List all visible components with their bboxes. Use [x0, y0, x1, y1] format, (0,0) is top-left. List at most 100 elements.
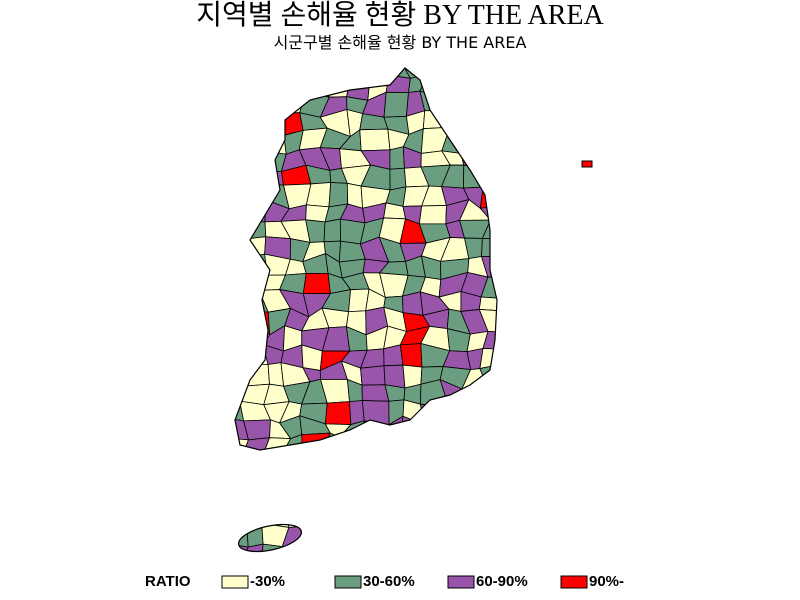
region: [235, 76, 246, 101]
region: [438, 453, 465, 478]
region: [302, 512, 326, 527]
region: [383, 364, 406, 389]
map-title: 지역별 손해율 현황 BY THE AREA: [196, 0, 604, 31]
legend-label: -30%: [250, 573, 285, 590]
region: [344, 68, 371, 80]
region: [322, 453, 348, 480]
region: [307, 68, 327, 82]
region: [242, 507, 270, 528]
region: [259, 110, 286, 136]
region: [387, 508, 410, 533]
region: [235, 507, 248, 528]
region: [479, 473, 497, 498]
region: [429, 454, 442, 478]
region: [323, 470, 350, 494]
region: [302, 273, 331, 295]
region: [487, 93, 497, 120]
region: [399, 343, 423, 368]
region: [235, 437, 250, 461]
region: [481, 115, 497, 131]
region: [461, 68, 491, 83]
region: [235, 399, 245, 422]
region: [420, 403, 450, 426]
region: [479, 488, 497, 514]
region: [259, 131, 287, 155]
legend-title: RATIO: [145, 573, 191, 590]
region: [241, 129, 266, 155]
region: [484, 505, 497, 532]
region: [461, 73, 491, 101]
region: [235, 325, 247, 354]
region: [235, 168, 250, 189]
legend: RATIO -30% 30-60% 60-90% 90%-: [145, 573, 624, 590]
region: [286, 74, 309, 102]
region: [235, 187, 250, 209]
region: [323, 218, 342, 243]
region: [242, 92, 269, 117]
region: [442, 97, 472, 119]
region: [361, 523, 389, 549]
region: [484, 454, 497, 475]
region: [484, 402, 497, 416]
region: [235, 343, 247, 371]
region: [324, 401, 352, 425]
region: [349, 400, 365, 426]
region: [460, 453, 486, 475]
region: [403, 545, 432, 557]
region: [418, 68, 449, 77]
legend-label: 30-60%: [363, 573, 415, 590]
region: [235, 128, 245, 155]
region: [442, 109, 472, 136]
region: [389, 146, 405, 170]
region: [463, 164, 490, 189]
region: [438, 440, 471, 456]
region: [299, 541, 326, 557]
island: [581, 160, 593, 168]
region: [304, 469, 331, 492]
region: [264, 470, 291, 496]
region: [461, 402, 490, 423]
region: [421, 525, 452, 551]
region: [404, 456, 432, 476]
region: [383, 488, 403, 510]
region: [461, 507, 492, 531]
region: [425, 486, 449, 514]
region: [240, 150, 266, 172]
region: [301, 432, 331, 460]
region: [261, 455, 291, 477]
region: [322, 523, 349, 547]
region: [446, 75, 466, 100]
region: [268, 68, 289, 76]
region: [401, 508, 428, 532]
region: [235, 526, 249, 548]
region: [481, 238, 497, 258]
region: [482, 166, 497, 188]
region: [486, 385, 497, 407]
coastline: [234, 67, 498, 553]
region: [482, 330, 497, 350]
region: [324, 68, 352, 76]
region: [384, 384, 406, 402]
region: [383, 344, 404, 367]
legend-swatch: [221, 575, 249, 589]
region: [418, 205, 447, 225]
region: [267, 74, 289, 101]
region: [235, 144, 251, 172]
legend-swatch: [334, 575, 362, 589]
region: [465, 541, 487, 557]
region: [243, 419, 271, 441]
region: [242, 363, 270, 387]
region: [301, 453, 325, 480]
region: [479, 348, 497, 370]
region: [479, 183, 497, 209]
region: [420, 440, 443, 458]
region: [460, 129, 486, 155]
region: [340, 523, 369, 547]
region: [403, 526, 432, 552]
region: [243, 324, 271, 345]
region: [344, 541, 369, 557]
region: [463, 432, 489, 456]
region: [322, 545, 349, 557]
